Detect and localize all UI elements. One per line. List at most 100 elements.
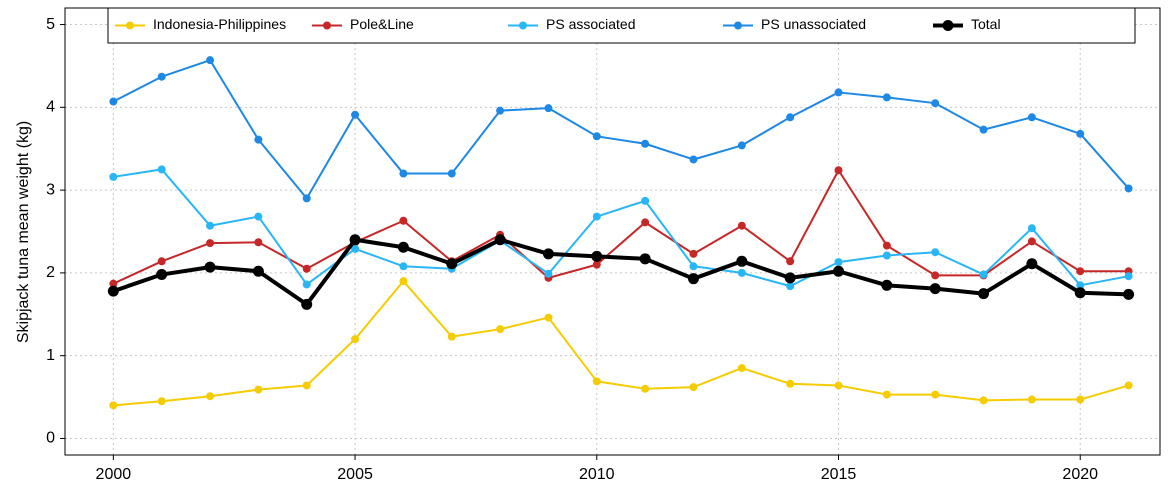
point (834, 381, 843, 390)
point (302, 280, 311, 289)
series-line (112, 237, 1129, 307)
point (979, 396, 988, 405)
point (542, 248, 554, 260)
point (737, 364, 746, 373)
legend-dot (942, 20, 954, 31)
point (1027, 113, 1036, 122)
point (351, 335, 360, 344)
point (544, 104, 553, 113)
point (204, 261, 216, 273)
point (1027, 237, 1036, 246)
x-tick-label: 2005 (337, 466, 373, 483)
series-line (112, 59, 1130, 200)
point (786, 282, 795, 291)
legend-label: Total (971, 16, 1001, 32)
point (301, 298, 313, 310)
point (592, 212, 601, 221)
point (1076, 267, 1085, 276)
point (544, 313, 553, 322)
point (399, 277, 408, 286)
point (157, 165, 166, 174)
plot-border (64, 7, 1161, 456)
point (834, 166, 843, 175)
point (931, 390, 940, 399)
point (1124, 184, 1133, 193)
point (689, 383, 698, 392)
point (689, 262, 698, 271)
point (931, 271, 940, 280)
point (109, 172, 118, 181)
point (302, 381, 311, 390)
point (737, 221, 746, 230)
y-tick-label: 5 (46, 16, 55, 33)
y-tick-label: 2 (46, 264, 55, 281)
point (641, 196, 650, 205)
point (737, 268, 746, 277)
point (929, 283, 941, 295)
legend-dot (126, 21, 134, 30)
point (592, 377, 601, 386)
point (639, 253, 651, 265)
point (157, 257, 166, 266)
y-tick-label: 0 (46, 430, 55, 447)
x-tick-label: 2020 (1062, 466, 1098, 483)
point (496, 325, 505, 334)
legend-label: PS unassociated (761, 16, 866, 32)
y-tick-label: 1 (46, 347, 55, 364)
point (107, 285, 119, 297)
point (882, 93, 891, 102)
point (784, 272, 796, 284)
point (399, 262, 408, 271)
x-tick-label: 2000 (96, 466, 132, 483)
point (447, 169, 456, 178)
point (882, 251, 891, 260)
point (641, 139, 650, 148)
point (109, 401, 118, 410)
y-tick-label: 3 (46, 181, 55, 198)
legend-dot (519, 21, 527, 30)
point (109, 97, 118, 106)
point (978, 288, 990, 300)
point (447, 332, 456, 341)
point (109, 279, 118, 288)
point (689, 249, 698, 258)
point (206, 56, 215, 65)
point (786, 379, 795, 388)
point (544, 269, 553, 278)
point (496, 106, 505, 115)
point (254, 238, 263, 247)
point (494, 234, 506, 246)
point (446, 258, 458, 270)
point (882, 390, 891, 399)
point (786, 113, 795, 122)
point (591, 250, 603, 262)
point (1123, 288, 1135, 300)
point (157, 72, 166, 81)
point (979, 125, 988, 134)
point (882, 241, 891, 250)
legend-label: PS associated (546, 16, 636, 32)
point (979, 270, 988, 279)
point (351, 244, 360, 253)
point (254, 385, 263, 394)
point (689, 155, 698, 164)
legend-label: Pole&Line (350, 16, 414, 32)
point (206, 239, 215, 248)
point (786, 257, 795, 266)
x-tick-label: 2015 (821, 466, 857, 483)
point (834, 258, 843, 267)
point (302, 194, 311, 203)
point (687, 273, 699, 285)
point (592, 132, 601, 141)
point (833, 265, 845, 277)
point (252, 265, 264, 277)
y-axis-label: Skipjack tuna mean weight (kg) (15, 121, 32, 343)
point (641, 218, 650, 227)
point (1026, 258, 1038, 270)
series-line (113, 280, 1129, 407)
point (834, 88, 843, 97)
point (206, 392, 215, 401)
point (157, 397, 166, 406)
